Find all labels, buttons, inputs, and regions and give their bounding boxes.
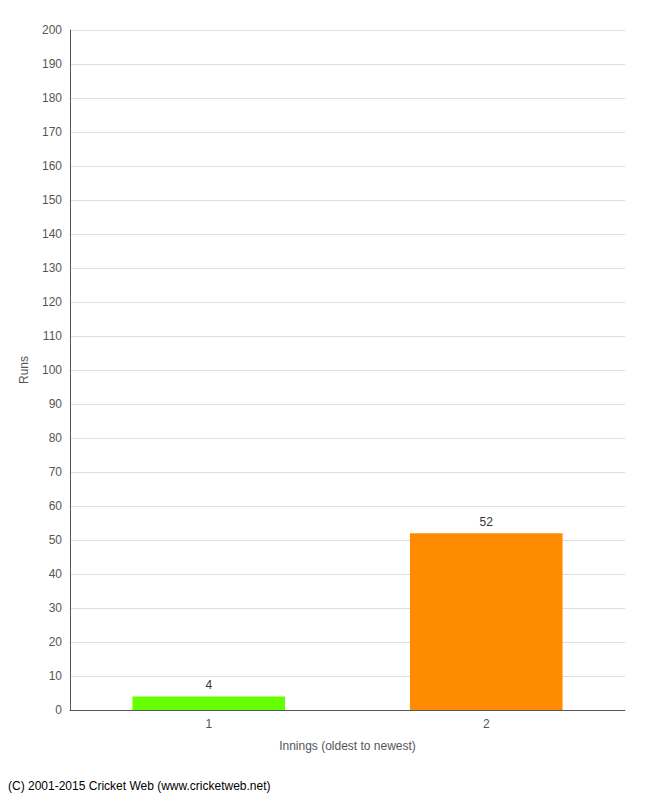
svg-text:0: 0 bbox=[55, 703, 62, 717]
svg-text:150: 150 bbox=[42, 193, 62, 207]
svg-text:160: 160 bbox=[42, 159, 62, 173]
svg-text:10: 10 bbox=[49, 669, 63, 683]
svg-text:20: 20 bbox=[49, 635, 63, 649]
svg-text:200: 200 bbox=[42, 23, 62, 37]
svg-text:110: 110 bbox=[43, 329, 62, 343]
svg-text:Runs: Runs bbox=[17, 356, 31, 384]
svg-text:30: 30 bbox=[49, 601, 63, 615]
svg-text:4: 4 bbox=[205, 678, 212, 692]
svg-text:50: 50 bbox=[49, 533, 63, 547]
svg-text:Innings (oldest to newest): Innings (oldest to newest) bbox=[279, 739, 416, 753]
svg-text:2: 2 bbox=[483, 717, 490, 731]
svg-text:130: 130 bbox=[42, 261, 62, 275]
svg-text:70: 70 bbox=[49, 465, 63, 479]
svg-text:90: 90 bbox=[49, 397, 63, 411]
svg-text:(C) 2001-2015 Cricket Web (www: (C) 2001-2015 Cricket Web (www.cricketwe… bbox=[8, 779, 271, 793]
svg-text:52: 52 bbox=[480, 515, 494, 529]
svg-text:180: 180 bbox=[42, 91, 62, 105]
svg-text:40: 40 bbox=[49, 567, 63, 581]
svg-text:120: 120 bbox=[42, 295, 62, 309]
svg-text:170: 170 bbox=[42, 125, 62, 139]
svg-text:60: 60 bbox=[49, 499, 63, 513]
svg-text:80: 80 bbox=[49, 431, 63, 445]
svg-text:100: 100 bbox=[42, 363, 62, 377]
svg-text:1: 1 bbox=[205, 717, 212, 731]
svg-text:140: 140 bbox=[42, 227, 62, 241]
svg-text:190: 190 bbox=[42, 57, 62, 71]
